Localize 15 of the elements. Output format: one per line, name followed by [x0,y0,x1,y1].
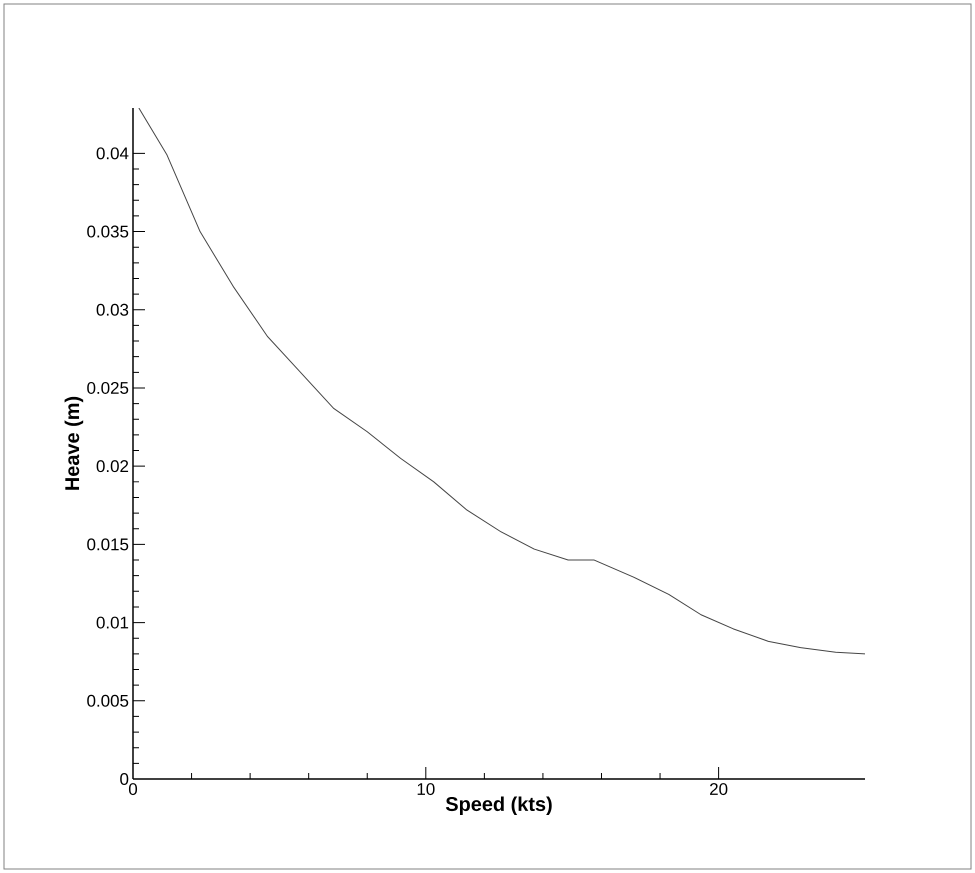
y-tick-label: 0.04 [96,147,128,160]
y-tick-label: 0 [120,773,128,785]
y-tick-label: 0.015 [87,538,128,550]
y-tick-label: 0.03 [96,304,128,316]
y-tick-label: 0.02 [96,460,128,472]
line-series [138,108,866,654]
x-tick-label: 20 [710,783,728,796]
y-tick-label: 0.025 [87,382,128,394]
x-tick-label: 10 [418,783,435,796]
x-axis-title: Speed (kts) [446,796,552,816]
y-tick-label: 0.01 [96,616,128,629]
y-tick-label: 0.035 [87,226,128,238]
y-tick-label: 0.005 [87,694,128,707]
y-axis-title: Heave (m) [64,396,84,490]
x-tick-label: 0 [128,783,138,796]
